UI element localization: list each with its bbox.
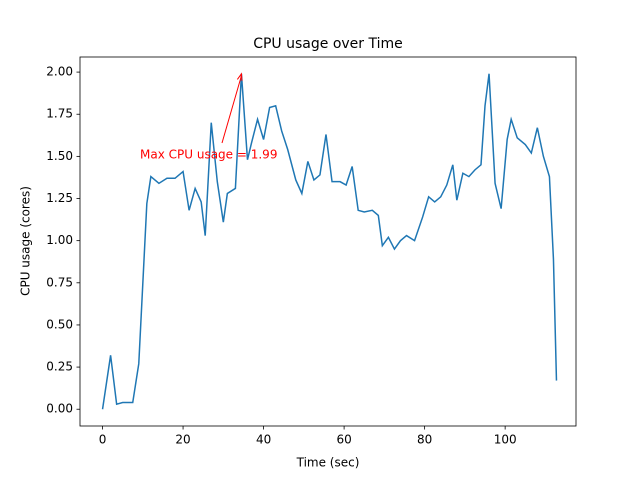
chart-title: CPU usage over Time [253, 36, 403, 52]
y-tick-label: 0.00 [46, 402, 73, 416]
y-tick-label: 0.25 [46, 360, 73, 374]
x-tick-label: 80 [417, 433, 432, 447]
y-tick-label: 0.50 [46, 317, 73, 331]
y-axis-label: CPU usage (cores) [19, 186, 33, 296]
x-axis-label: Time (sec) [296, 456, 360, 470]
y-tick-label: 1.50 [46, 149, 73, 163]
y-tick-label: 1.00 [46, 233, 73, 247]
x-tick-label: 60 [336, 433, 351, 447]
x-tick-label: 40 [256, 433, 271, 447]
x-tick-label: 100 [494, 433, 517, 447]
y-tick-label: 1.25 [46, 191, 73, 205]
x-tick-label: 20 [175, 433, 190, 447]
y-tick-label: 1.75 [46, 107, 73, 121]
annotation-text: Max CPU usage = 1.99 [140, 148, 277, 162]
annotation-arrowhead [236, 72, 243, 81]
y-tick-label: 0.75 [46, 275, 73, 289]
y-tick-label: 2.00 [46, 65, 73, 79]
plot-frame [79, 56, 577, 427]
x-tick-label: 0 [99, 433, 107, 447]
data-line [101, 73, 558, 410]
annotation-arrow [221, 75, 242, 144]
